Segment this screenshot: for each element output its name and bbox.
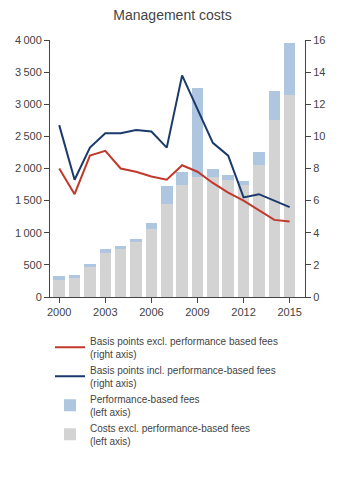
svg-text:2000: 2000	[47, 306, 71, 318]
svg-text:1 000: 1 000	[15, 227, 42, 239]
svg-text:14: 14	[313, 66, 325, 78]
svg-text:Management costs: Management costs	[113, 7, 231, 23]
svg-text:Basis points incl. performance: Basis points incl. performance-based fee…	[90, 365, 276, 389]
svg-text:2 000: 2 000	[15, 162, 42, 174]
svg-text:2015: 2015	[277, 306, 301, 318]
svg-text:4 000: 4 000	[15, 34, 42, 46]
svg-text:2006: 2006	[139, 306, 163, 318]
svg-text:10: 10	[313, 130, 325, 142]
svg-text:6: 6	[313, 194, 319, 206]
svg-text:16: 16	[313, 34, 325, 46]
svg-text:0: 0	[36, 291, 42, 303]
svg-text:3 000: 3 000	[15, 98, 42, 110]
svg-text:12: 12	[313, 98, 325, 110]
svg-text:Costs excl. performance-based: Costs excl. performance-based fees(left …	[90, 423, 250, 447]
svg-text:2012: 2012	[231, 306, 255, 318]
svg-text:1 500: 1 500	[15, 194, 42, 206]
svg-text:Basis points excl. performance: Basis points excl. performance based fee…	[90, 336, 278, 360]
svg-text:8: 8	[313, 162, 319, 174]
svg-text:2003: 2003	[93, 306, 117, 318]
svg-text:500: 500	[23, 259, 41, 271]
svg-text:2 500: 2 500	[15, 130, 42, 142]
svg-text:Performance-based fees(left ax: Performance-based fees(left axis)	[90, 394, 200, 418]
svg-text:2009: 2009	[185, 306, 209, 318]
svg-text:0: 0	[313, 291, 319, 303]
svg-text:2: 2	[313, 259, 319, 271]
svg-text:4: 4	[313, 227, 319, 239]
svg-text:3 500: 3 500	[15, 66, 42, 78]
